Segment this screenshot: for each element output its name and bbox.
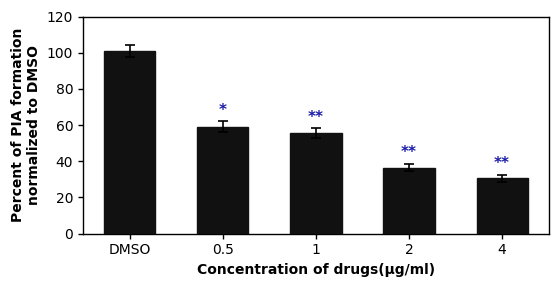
Bar <box>290 133 342 234</box>
Bar <box>104 51 155 234</box>
Bar <box>384 168 435 234</box>
Bar <box>477 179 528 234</box>
Text: **: ** <box>308 109 324 125</box>
Text: **: ** <box>494 156 510 171</box>
Text: **: ** <box>401 145 417 160</box>
Bar <box>197 127 249 234</box>
Text: *: * <box>219 103 227 118</box>
X-axis label: Concentration of drugs(μg/ml): Concentration of drugs(μg/ml) <box>197 263 435 277</box>
Y-axis label: Percent of PIA formation
normalized to DMSO: Percent of PIA formation normalized to D… <box>11 28 41 222</box>
